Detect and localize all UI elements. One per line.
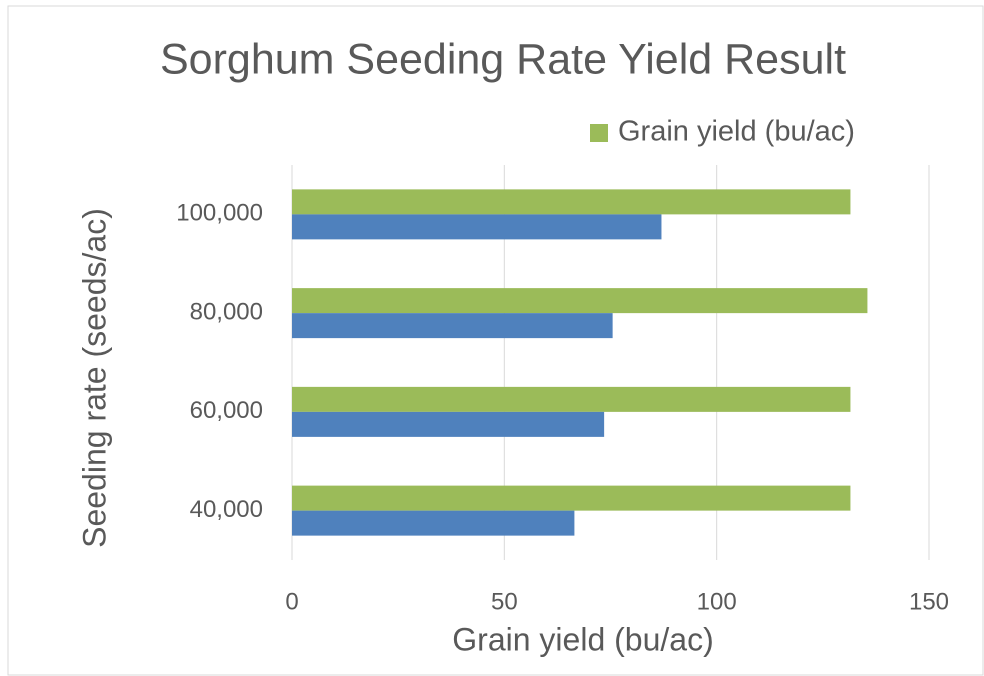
bar bbox=[292, 313, 613, 339]
x-tick-label: 150 bbox=[909, 588, 949, 615]
x-tick-label: 0 bbox=[285, 588, 298, 615]
bar bbox=[292, 510, 575, 536]
chart-title: Sorghum Seeding Rate Yield Result bbox=[160, 35, 846, 83]
bar bbox=[292, 386, 851, 412]
y-axis-title: Seeding rate (seeds/ac) bbox=[76, 208, 112, 548]
bar bbox=[292, 189, 851, 215]
x-tick-label: 100 bbox=[697, 588, 737, 615]
legend-swatch bbox=[590, 124, 608, 142]
bar bbox=[292, 288, 868, 314]
y-tick-label: 40,000 bbox=[190, 496, 263, 523]
chart-border bbox=[7, 5, 984, 676]
y-tick-label: 80,000 bbox=[190, 298, 263, 325]
y-tick-label: 60,000 bbox=[190, 397, 263, 424]
bar bbox=[292, 485, 851, 511]
x-axis-title: Grain yield (bu/ac) bbox=[452, 621, 713, 657]
bar bbox=[292, 411, 605, 437]
y-tick-label: 100,000 bbox=[176, 200, 263, 227]
legend-label: Grain yield (bu/ac) bbox=[618, 116, 855, 148]
bar bbox=[292, 214, 662, 240]
x-tick-label: 50 bbox=[491, 588, 518, 615]
